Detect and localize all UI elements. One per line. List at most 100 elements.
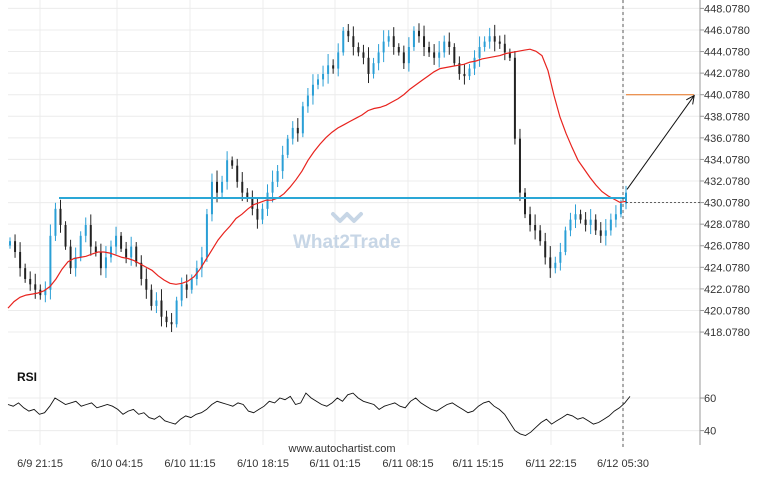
- candle-body: [49, 235, 52, 290]
- candle-body: [473, 57, 476, 69]
- candle-body: [569, 219, 572, 231]
- price-tick-label: 446.0780: [704, 25, 750, 37]
- candle-body: [402, 52, 405, 64]
- candle-body: [34, 284, 37, 290]
- candle-body: [438, 52, 441, 58]
- candle-body: [407, 46, 410, 64]
- price-axis: 448.0780 446.0780 444.0780 442.0780 440.0780…: [699, 0, 750, 445]
- candle-body: [216, 181, 219, 193]
- candle-body: [503, 43, 506, 53]
- candle-body: [281, 154, 284, 172]
- price-tick-label: 444.0780: [704, 47, 750, 59]
- candle-body: [549, 257, 552, 269]
- candle-body: [130, 246, 133, 258]
- candle-body: [145, 278, 148, 290]
- candle-body: [584, 219, 587, 226]
- time-tick-label: 6/10 18:15: [237, 458, 289, 470]
- candle-body: [453, 46, 456, 64]
- candle-body: [387, 36, 390, 42]
- candle-body: [392, 36, 395, 47]
- candle-body: [412, 30, 415, 47]
- candle-body: [367, 57, 370, 74]
- price-tick-label: 442.0780: [704, 68, 750, 80]
- candle-body: [200, 257, 203, 269]
- candle-body: [564, 230, 567, 252]
- candle-body: [458, 63, 461, 74]
- candle-body: [483, 41, 486, 47]
- candle-body: [205, 214, 208, 258]
- candle-body: [170, 322, 173, 325]
- price-tick-label: 418.0780: [704, 327, 750, 339]
- candle-body: [317, 79, 319, 85]
- candle-body: [498, 41, 501, 44]
- candle-body: [337, 52, 340, 69]
- candle-body: [241, 181, 244, 193]
- candle-body: [180, 284, 183, 301]
- candle-body: [246, 192, 249, 199]
- candle-body: [89, 225, 92, 247]
- candle-body: [478, 46, 481, 58]
- candle-body: [372, 63, 375, 74]
- candle-body: [534, 225, 537, 231]
- price-tick-label: 436.0780: [704, 133, 750, 145]
- time-tick-label: 6/11 22:15: [525, 458, 576, 470]
- candle-body: [160, 300, 163, 317]
- candle-body: [463, 73, 466, 77]
- candle-body: [69, 246, 72, 269]
- rsi-tick-label: 40: [704, 426, 716, 438]
- candle-body: [251, 198, 254, 209]
- candle-body: [256, 208, 259, 220]
- candle-body: [357, 46, 360, 53]
- candle-body: [14, 241, 17, 252]
- candle-body: [448, 41, 451, 47]
- candle-body: [332, 65, 335, 69]
- candle-body: [125, 248, 128, 258]
- candle-body: [524, 192, 527, 215]
- price-tick-label: 428.0780: [704, 219, 750, 231]
- candle-body: [135, 246, 138, 263]
- candle-body: [221, 181, 224, 193]
- candle-body: [619, 203, 622, 215]
- candle-body: [94, 246, 97, 252]
- candle-body: [518, 138, 521, 193]
- candle-body: [54, 208, 57, 236]
- candle-body: [589, 219, 592, 226]
- candle-body: [19, 251, 22, 269]
- price-tick-label: 430.0780: [704, 198, 750, 210]
- candle-body: [99, 251, 102, 269]
- candle-body: [382, 41, 385, 53]
- candle-body: [155, 300, 158, 306]
- candle-body: [24, 268, 27, 279]
- candle-body: [79, 235, 82, 258]
- candle-body: [347, 30, 350, 37]
- candle-body: [59, 208, 62, 226]
- candle-body: [150, 289, 153, 306]
- candle-body: [594, 219, 597, 231]
- candle-body: [397, 46, 400, 53]
- candle-body: [508, 52, 511, 58]
- candle-body: [443, 41, 446, 53]
- time-tick-label: 6/12 05:30: [597, 458, 649, 470]
- candle-body: [306, 95, 309, 107]
- candle-body: [115, 235, 118, 247]
- candle-body: [539, 230, 542, 242]
- candle-body: [74, 257, 77, 269]
- price-tick-label: 434.0780: [704, 154, 750, 166]
- time-tick-label: 6/9 21:15: [17, 458, 63, 470]
- candle-body: [554, 262, 557, 269]
- candle-body: [109, 246, 112, 258]
- candle-body: [428, 46, 431, 53]
- candle-body: [417, 30, 420, 37]
- price-tick-label: 420.0780: [704, 305, 750, 317]
- footer-source: www.autochartist.com: [288, 443, 396, 455]
- forecast-arrow: [626, 95, 695, 190]
- candle-body: [276, 171, 279, 182]
- price-tick-label: 440.0780: [704, 90, 750, 102]
- candle-body: [175, 300, 178, 325]
- price-tick-label: 432.0780: [704, 176, 750, 188]
- candle-body: [64, 225, 67, 247]
- price-tick-label: 438.0780: [704, 111, 750, 123]
- candle-body: [599, 230, 602, 236]
